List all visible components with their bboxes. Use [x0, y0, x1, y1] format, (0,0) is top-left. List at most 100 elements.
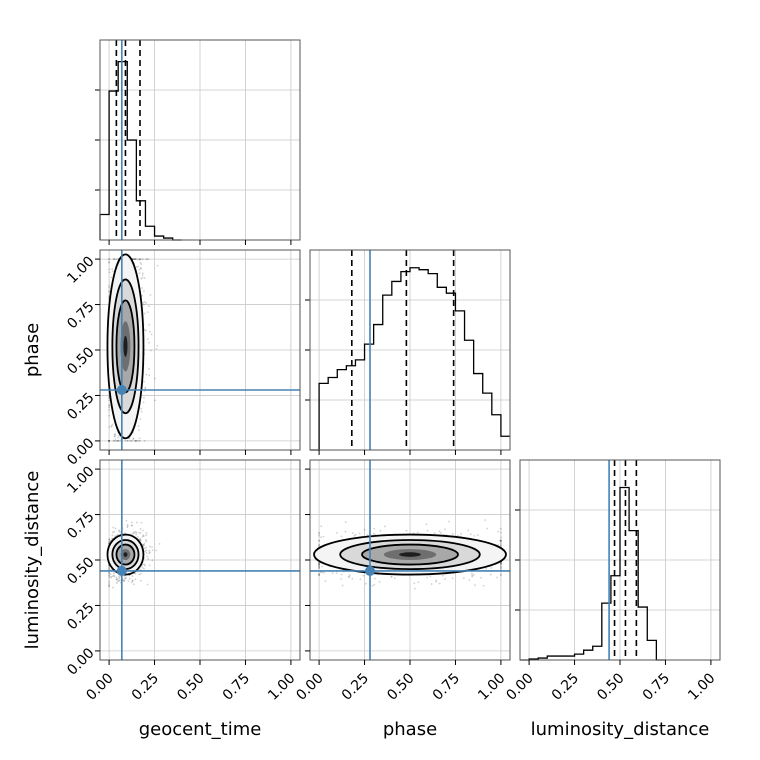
sample-point	[108, 406, 110, 409]
sample-point	[158, 542, 161, 545]
sample-point	[116, 577, 119, 580]
sample-point	[108, 440, 110, 442]
sample-point	[448, 520, 451, 523]
sample-point	[108, 540, 110, 543]
sample-point	[130, 521, 133, 524]
sample-point	[390, 575, 393, 578]
sample-point	[318, 544, 320, 547]
sample-point	[496, 576, 499, 579]
sample-point	[117, 436, 120, 439]
sample-point	[142, 534, 145, 537]
sample-point	[444, 578, 447, 580]
sample-point	[124, 440, 127, 442]
sample-point	[145, 329, 147, 332]
sample-point	[140, 410, 143, 413]
sample-point	[111, 423, 114, 426]
sample-point	[425, 523, 428, 526]
sample-point	[148, 374, 151, 377]
sample-point	[146, 338, 149, 341]
sample-point	[318, 562, 321, 564]
sample-point	[112, 440, 115, 442]
sample-point	[417, 581, 420, 584]
sample-point	[141, 287, 143, 289]
sample-point	[134, 440, 137, 442]
sample-point	[499, 539, 501, 542]
sample-point	[318, 562, 320, 565]
sample-point	[321, 565, 324, 568]
sample-point	[138, 437, 141, 440]
sample-point	[435, 580, 437, 583]
sample-point	[318, 563, 320, 566]
sample-point	[111, 531, 114, 534]
sample-point	[347, 575, 350, 578]
sample-point	[126, 440, 129, 442]
sample-point	[112, 258, 115, 260]
sample-point	[318, 573, 320, 576]
sample-point	[150, 333, 153, 336]
sample-point	[108, 440, 110, 442]
sample-point	[108, 571, 110, 574]
sample-point	[413, 582, 416, 585]
sample-point	[136, 521, 138, 524]
sample-point	[142, 258, 144, 260]
sample-point	[154, 377, 156, 380]
sample-point	[359, 578, 362, 581]
sample-point	[318, 573, 320, 576]
sample-point	[143, 563, 146, 566]
sample-point	[128, 577, 131, 580]
sample-point	[468, 579, 471, 581]
sample-point	[155, 347, 158, 350]
sample-point	[108, 258, 111, 260]
sample-point	[145, 552, 148, 554]
sample-point	[320, 536, 323, 539]
sample-point	[372, 532, 375, 535]
sample-point	[139, 573, 142, 575]
sample-point	[145, 546, 148, 549]
sample-point	[500, 539, 502, 542]
sample-point	[500, 566, 502, 569]
sample-point	[143, 396, 145, 399]
sample-point	[108, 576, 110, 579]
sample-point	[151, 559, 154, 562]
sample-point	[322, 535, 325, 538]
contour-line	[339, 539, 481, 570]
sample-point	[131, 579, 134, 582]
sample-point	[138, 440, 140, 442]
sample-point	[117, 440, 120, 442]
sample-point	[115, 579, 118, 581]
sample-point	[141, 535, 144, 538]
sample-point	[139, 532, 142, 534]
sample-point	[113, 258, 116, 260]
sample-point	[112, 574, 115, 577]
sample-point	[462, 577, 465, 580]
sample-point	[318, 563, 320, 566]
sample-point	[108, 538, 110, 541]
sample-point	[426, 576, 428, 579]
sample-point	[484, 519, 486, 522]
sample-point	[137, 425, 140, 427]
sample-point	[143, 290, 145, 292]
sample-point	[135, 533, 137, 536]
sample-point	[139, 568, 142, 571]
sample-point	[131, 524, 134, 527]
joint-panel-phase-vs-luminosity-distance: 0.00 0.25 0.50 0.75 1.00	[293, 459, 511, 704]
density-layer	[106, 253, 159, 442]
sample-point	[318, 562, 320, 565]
sample-point	[113, 575, 116, 578]
sample-point	[108, 572, 110, 575]
sample-point	[140, 263, 143, 266]
sample-point	[340, 573, 343, 576]
sample-point	[500, 563, 502, 565]
sample-point	[348, 574, 351, 577]
sample-point	[414, 587, 416, 590]
sample-point	[134, 258, 137, 260]
sample-point	[108, 583, 110, 586]
sample-point	[451, 577, 454, 580]
sample-point	[108, 565, 110, 568]
sample-point	[405, 529, 408, 532]
hist-panel-geocent-time	[95, 39, 301, 245]
sample-point	[131, 440, 134, 442]
sample-point	[351, 577, 354, 580]
sample-point	[318, 574, 320, 576]
sample-point	[460, 532, 462, 535]
